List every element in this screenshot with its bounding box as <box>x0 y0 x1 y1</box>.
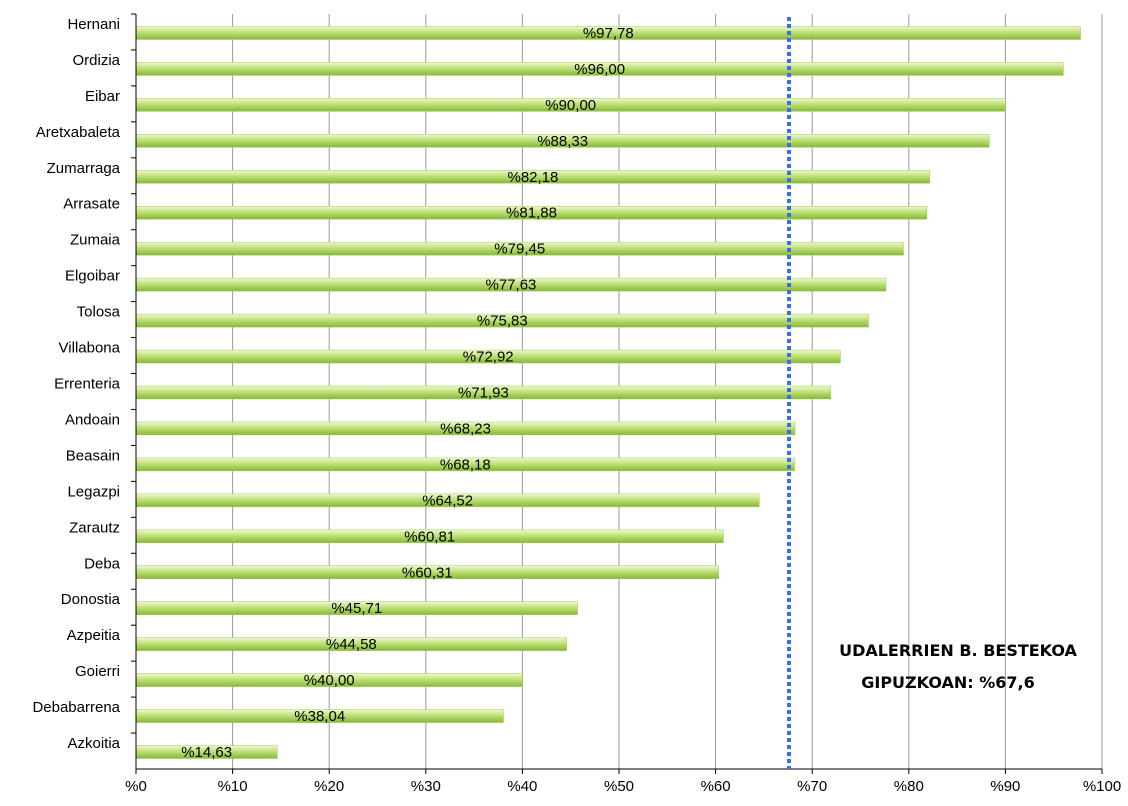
x-tick-label: %70 <box>797 778 827 795</box>
data-label: %82,18 <box>507 169 558 186</box>
data-label: %60,31 <box>402 564 453 581</box>
category-label: Aretxabaleta <box>36 124 121 141</box>
x-tick-label: %40 <box>507 778 537 795</box>
category-label: Ordizia <box>72 52 120 69</box>
category-label: Eibar <box>85 88 120 105</box>
data-label: %77,63 <box>486 277 537 294</box>
x-tick-label: %80 <box>894 778 924 795</box>
annotation: UDALERRIEN B. BESTEKOA GIPUZKOAN: %67,6 <box>839 641 1077 692</box>
category-label: Andoain <box>65 411 120 428</box>
category-label: Villabona <box>59 340 121 357</box>
data-label: %81,88 <box>506 205 557 222</box>
category-label: Tolosa <box>77 304 121 321</box>
category-label: Debabarrena <box>32 699 120 716</box>
data-label: %68,18 <box>440 456 491 473</box>
x-tick-label: %50 <box>604 778 634 795</box>
tick-labels: %0 %10 %20 %30 %40 %50 %60 %70 %80 %90 %100 <box>125 778 1121 795</box>
data-label: %45,71 <box>331 600 382 617</box>
category-labels: Hernani Ordizia Eibar Aretxabaleta Zumarraga… <box>32 16 120 752</box>
data-label: %64,52 <box>422 492 473 509</box>
data-label: %75,83 <box>477 313 528 330</box>
category-label: Goierri <box>75 663 120 680</box>
category-label: Legazpi <box>67 483 120 500</box>
data-label: %88,33 <box>537 133 588 150</box>
data-label: %90,00 <box>545 97 596 114</box>
data-label: %60,81 <box>404 528 455 545</box>
data-label: %96,00 <box>574 61 625 78</box>
data-label: %79,45 <box>494 241 545 258</box>
x-tick-label: %20 <box>314 778 344 795</box>
data-label: %44,58 <box>326 636 377 653</box>
data-label: %14,63 <box>181 744 232 761</box>
axes-group <box>131 13 1103 774</box>
category-label: Azpeitia <box>67 627 121 644</box>
data-label: %40,00 <box>304 672 355 689</box>
category-label: Donostia <box>61 591 121 608</box>
x-tick-label: %0 <box>125 778 147 795</box>
category-label: Zumarraga <box>47 160 121 177</box>
data-label: %68,23 <box>440 420 491 437</box>
category-label: Hernani <box>67 16 120 33</box>
annotation-line-2: GIPUZKOAN: %67,6 <box>861 673 1035 692</box>
category-label: Arrasate <box>63 196 120 213</box>
annotation-line-1: UDALERRIEN B. BESTEKOA <box>839 641 1077 660</box>
data-label: %38,04 <box>294 708 345 725</box>
category-label: Beasain <box>66 447 120 464</box>
data-label: %97,78 <box>583 25 634 42</box>
category-label: Zarautz <box>69 519 120 536</box>
category-label: Azkoitia <box>67 735 120 752</box>
category-label: Errenteria <box>54 376 121 393</box>
x-tick-label: %100 <box>1083 778 1121 795</box>
x-tick-label: %90 <box>990 778 1020 795</box>
x-tick-label: %60 <box>701 778 731 795</box>
category-label: Elgoibar <box>65 268 120 285</box>
x-tick-label: %10 <box>218 778 248 795</box>
category-label: Deba <box>84 555 121 572</box>
data-label: %71,93 <box>458 385 509 402</box>
x-tick-label: %30 <box>411 778 441 795</box>
data-label: %72,92 <box>463 349 514 366</box>
data-labels: %97,78 %96,00 %90,00 %88,33 %82,18 %81,88 %79,… <box>181 25 633 761</box>
category-label: Zumaia <box>70 232 121 249</box>
